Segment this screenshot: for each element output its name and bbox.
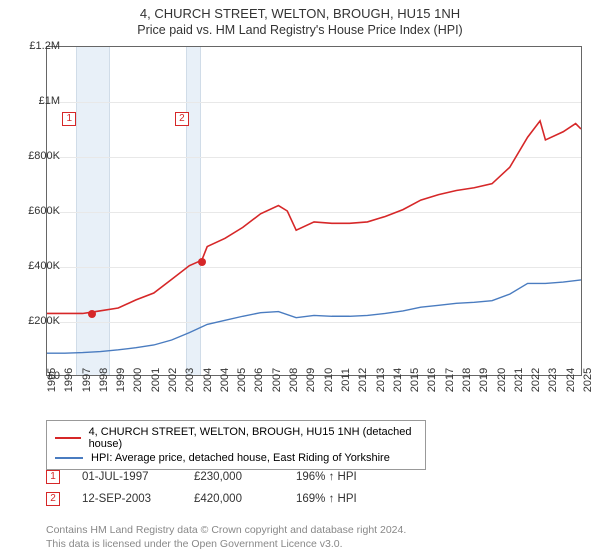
sale-date: 01-JUL-1997	[82, 471, 172, 483]
plot-area: 12	[46, 46, 582, 376]
legend-box: 4, CHURCH STREET, WELTON, BROUGH, HU15 1…	[46, 420, 426, 470]
x-axis-label: 2007	[271, 368, 283, 392]
footnote: Contains HM Land Registry data © Crown c…	[46, 524, 406, 551]
x-axis-label: 2010	[323, 368, 335, 392]
x-axis-label: 2003	[184, 368, 196, 392]
series-hpi	[47, 280, 581, 353]
y-axis-label: £200K	[16, 315, 60, 327]
x-axis-label: 2015	[409, 368, 421, 392]
x-axis-label: 1998	[98, 368, 110, 392]
y-axis-label: £800K	[16, 150, 60, 162]
x-axis-label: 2014	[392, 368, 404, 392]
x-axis-label: 2016	[426, 368, 438, 392]
x-axis-label: 2012	[357, 368, 369, 392]
legend-label: 4, CHURCH STREET, WELTON, BROUGH, HU15 1…	[89, 426, 417, 450]
footnote-line: This data is licensed under the Open Gov…	[46, 538, 406, 552]
x-axis-label: 2005	[236, 368, 248, 392]
x-axis-label: 2025	[582, 368, 594, 392]
chart-title: 4, CHURCH STREET, WELTON, BROUGH, HU15 1…	[0, 6, 600, 21]
x-axis-label: 2009	[305, 368, 317, 392]
sale-marker-icon: 1	[46, 470, 60, 484]
x-axis-label: 2006	[253, 368, 265, 392]
y-axis-label: £600K	[16, 205, 60, 217]
x-axis-label: 2021	[513, 368, 525, 392]
x-axis-label: 2004	[202, 368, 214, 392]
x-axis-label: 1995	[46, 368, 58, 392]
y-axis-label: £1.2M	[16, 40, 60, 52]
sale-marker-chart: 1	[62, 112, 76, 126]
legend-label: HPI: Average price, detached house, East…	[91, 452, 390, 464]
x-axis-label: 2004	[219, 368, 231, 392]
x-axis-label: 2023	[547, 368, 559, 392]
sale-date: 12-SEP-2003	[82, 493, 172, 505]
line-layer	[47, 47, 581, 375]
series-property	[47, 121, 581, 314]
x-axis-label: 2000	[132, 368, 144, 392]
x-axis-label: 2024	[565, 368, 577, 392]
x-axis-label: 2008	[288, 368, 300, 392]
sale-marker-chart: 2	[175, 112, 189, 126]
x-axis-label: 2013	[375, 368, 387, 392]
x-axis-label: 2019	[478, 368, 490, 392]
legend-swatch	[55, 437, 81, 439]
x-axis-label: 2011	[340, 368, 352, 392]
x-axis-label: 2001	[150, 368, 162, 392]
sale-price: £230,000	[194, 471, 274, 483]
footnote-line: Contains HM Land Registry data © Crown c…	[46, 524, 406, 538]
legend-row: 4, CHURCH STREET, WELTON, BROUGH, HU15 1…	[55, 425, 417, 451]
sale-row: 1 01-JUL-1997 £230,000 196% ↑ HPI	[46, 470, 386, 484]
x-axis-label: 1999	[115, 368, 127, 392]
x-axis-label: 1996	[63, 368, 75, 392]
title-block: 4, CHURCH STREET, WELTON, BROUGH, HU15 1…	[0, 0, 600, 39]
y-axis-label: £1M	[16, 95, 60, 107]
legend-swatch	[55, 457, 83, 459]
chart-container: 4, CHURCH STREET, WELTON, BROUGH, HU15 1…	[0, 0, 600, 560]
chart-subtitle: Price paid vs. HM Land Registry's House …	[0, 23, 600, 37]
sale-point	[88, 310, 96, 318]
x-axis-label: 2020	[496, 368, 508, 392]
sale-row: 2 12-SEP-2003 £420,000 169% ↑ HPI	[46, 492, 386, 506]
legend-row: HPI: Average price, detached house, East…	[55, 451, 417, 465]
sale-price: £420,000	[194, 493, 274, 505]
y-axis-label: £400K	[16, 260, 60, 272]
sale-hpi: 196% ↑ HPI	[296, 471, 386, 483]
x-axis-label: 1997	[81, 368, 93, 392]
sale-marker-icon: 2	[46, 492, 60, 506]
x-axis-label: 2017	[444, 368, 456, 392]
x-axis-label: 2002	[167, 368, 179, 392]
x-axis-label: 2018	[461, 368, 473, 392]
sale-point	[198, 258, 206, 266]
sale-hpi: 169% ↑ HPI	[296, 493, 386, 505]
x-axis-label: 2022	[530, 368, 542, 392]
